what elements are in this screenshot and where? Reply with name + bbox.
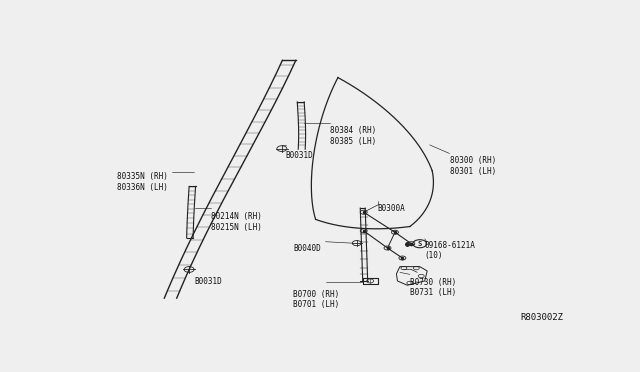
Text: 80335N (RH)
80336N (LH): 80335N (RH) 80336N (LH) xyxy=(117,172,168,192)
Text: B0730 (RH)
B0731 (LH): B0730 (RH) B0731 (LH) xyxy=(410,278,456,298)
Text: B0300A: B0300A xyxy=(378,203,405,213)
Text: B0031D: B0031D xyxy=(194,277,222,286)
Text: 80300 (RH)
80301 (LH): 80300 (RH) 80301 (LH) xyxy=(449,156,496,176)
Text: S: S xyxy=(418,241,422,247)
Text: 80214N (RH)
80215N (LH): 80214N (RH) 80215N (LH) xyxy=(211,212,262,232)
Text: B0031D: B0031D xyxy=(286,151,314,160)
Text: 09168-6121A
(10): 09168-6121A (10) xyxy=(425,241,476,260)
Text: R803002Z: R803002Z xyxy=(520,314,564,323)
Text: B0040D: B0040D xyxy=(293,244,321,253)
Text: 80384 (RH)
80385 (LH): 80384 (RH) 80385 (LH) xyxy=(330,126,377,146)
Text: B0700 (RH)
B0701 (LH): B0700 (RH) B0701 (LH) xyxy=(293,289,340,309)
